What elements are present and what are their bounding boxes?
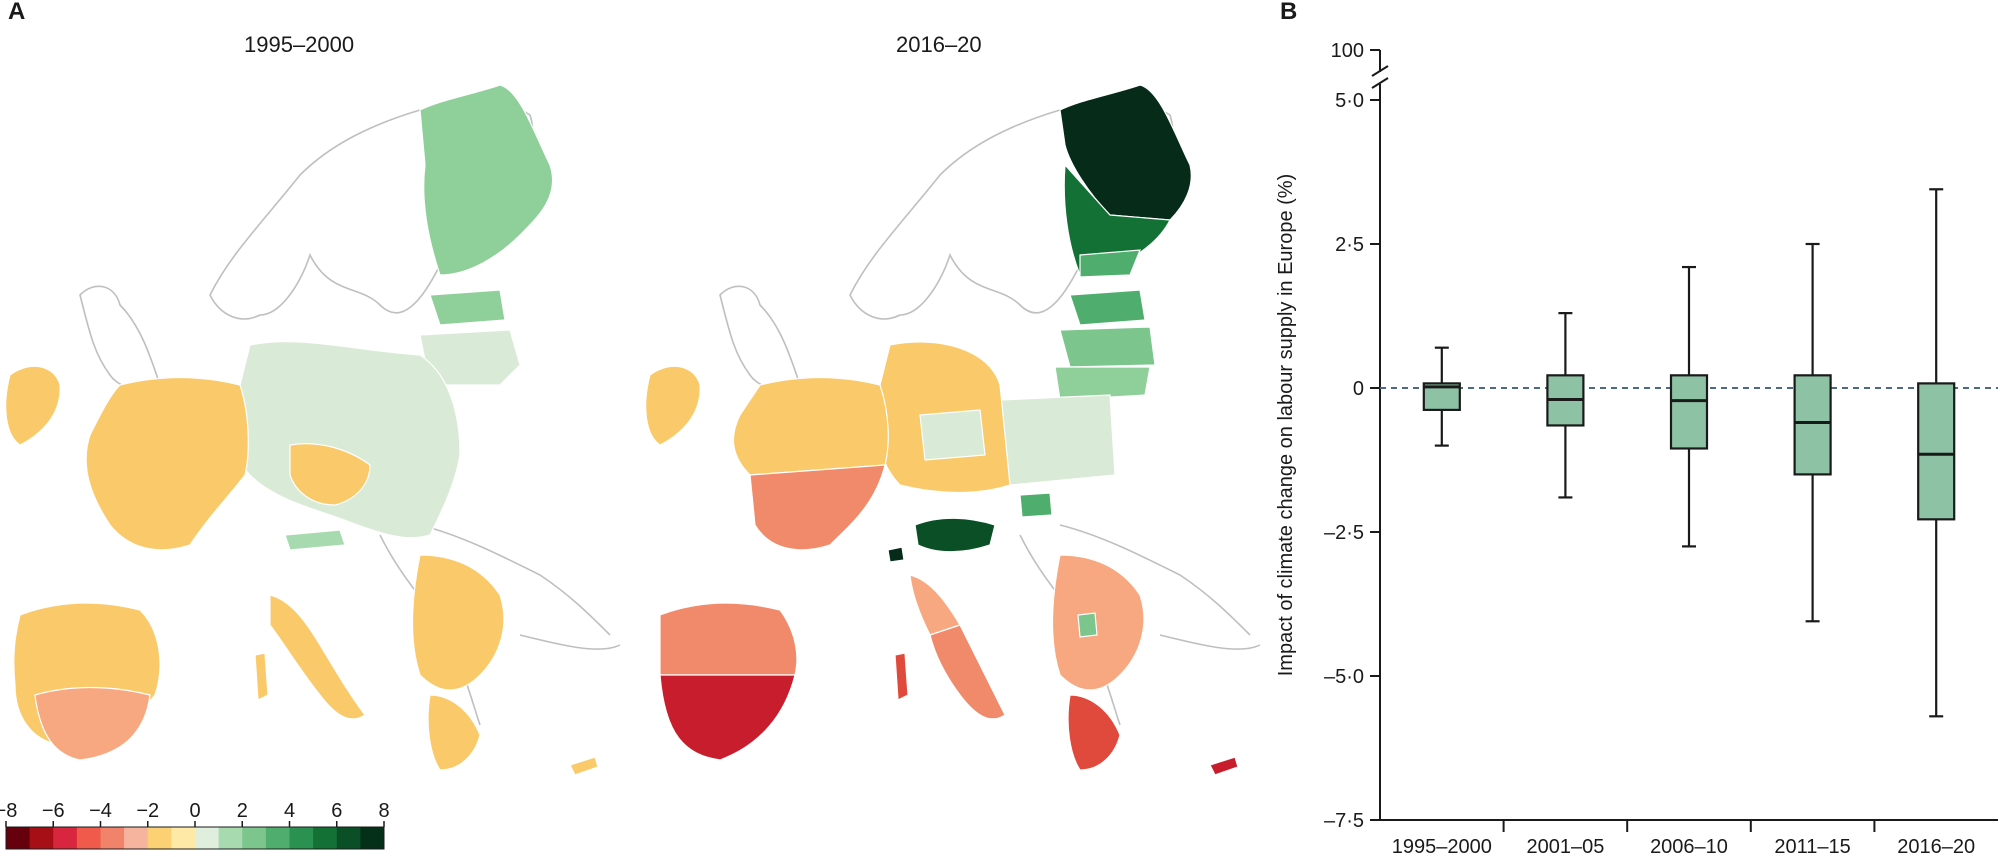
iberia-south-region xyxy=(659,674,796,761)
y-tick-label: –7·5 xyxy=(1324,810,1364,832)
finland-region xyxy=(419,84,554,276)
colorbar-tick-label: −8 xyxy=(0,800,17,822)
colorbar-swatch xyxy=(336,827,361,849)
balkans-green-region xyxy=(1077,612,1098,638)
y-tick-label: 2·5 xyxy=(1335,234,1364,256)
cyprus-region xyxy=(1209,756,1239,776)
poland-region xyxy=(999,394,1116,486)
finland-coast-region xyxy=(1079,249,1141,278)
box-iqr xyxy=(1917,382,1956,521)
colorbar-swatch xyxy=(218,827,243,849)
colorbar-swatch xyxy=(195,827,220,849)
greece-region xyxy=(427,694,481,771)
latvia-region xyxy=(1059,326,1156,368)
ireland-region xyxy=(645,365,701,446)
colorbar-swatch xyxy=(147,827,172,849)
x-tick-label: 2016–20 xyxy=(1897,836,1975,857)
finland-north-region xyxy=(1059,84,1192,221)
x-tick-label: 2006–10 xyxy=(1650,836,1728,857)
europe-map-1995-2000 xyxy=(5,84,620,776)
boxplot-chart: Impact of climate change on labour suppl… xyxy=(1275,40,1998,857)
x-tick-label: 2001–05 xyxy=(1526,836,1604,857)
colorbar-swatch xyxy=(76,827,101,849)
box-2011–15: 2011–15 xyxy=(1774,242,1851,857)
colorbar-swatch xyxy=(53,827,78,849)
y-tick-label: –2·5 xyxy=(1324,522,1364,544)
sardinia-region xyxy=(894,652,909,701)
iberia-north-region xyxy=(659,602,798,676)
south-iberia-region xyxy=(34,686,151,761)
x-tick-label: 1995–2000 xyxy=(1392,836,1492,857)
central-light-green-region xyxy=(919,409,986,461)
estonia-region xyxy=(429,289,506,326)
y-tick-label: –5·0 xyxy=(1324,666,1364,688)
lithuania-region xyxy=(1054,366,1151,401)
map-title-2016-20: 2016–20 xyxy=(896,32,982,57)
colorbar-swatch xyxy=(360,827,385,849)
y-tick-label: 5·0 xyxy=(1335,90,1364,112)
italy-north-region xyxy=(909,574,961,636)
austria-dark-green-region xyxy=(914,517,996,553)
panel-a-letter: A xyxy=(8,0,26,25)
box-1995–2000: 1995–2000 xyxy=(1392,346,1492,857)
colorbar-tick-label: −2 xyxy=(136,800,159,822)
balkans-region xyxy=(411,554,505,691)
uk-outline xyxy=(79,285,161,391)
colorbar-tick-label: 4 xyxy=(284,800,295,822)
axis-break-mark xyxy=(1371,77,1389,89)
y-tick-label: 100 xyxy=(1331,40,1364,62)
greece-region xyxy=(1067,694,1121,771)
italy-region xyxy=(269,594,366,720)
alps-region xyxy=(289,443,371,506)
austria-green-region xyxy=(284,529,346,551)
box-iqr xyxy=(1669,374,1709,450)
y-axis-label: Impact of climate change on labour suppl… xyxy=(1275,174,1297,677)
box-2001–05: 2001–05 xyxy=(1526,312,1604,857)
france-south-region xyxy=(749,464,886,551)
ireland-region xyxy=(5,365,61,446)
colorbar-swatch xyxy=(242,827,267,849)
balkans-region xyxy=(1051,554,1145,691)
central-europe-region xyxy=(232,341,461,539)
box-2006–10: 2006–10 xyxy=(1650,265,1728,857)
colorbar-tick-label: 6 xyxy=(331,800,342,822)
colorbar-swatch xyxy=(171,827,196,849)
colorbar-swatch xyxy=(289,827,314,849)
cyprus-region xyxy=(569,756,599,776)
colorbar-tick-label: −6 xyxy=(42,800,65,822)
sardinia-region xyxy=(254,652,269,701)
x-tick-label: 2011–15 xyxy=(1774,836,1850,857)
hungary-green-region xyxy=(1019,492,1053,518)
y-tick-label: 0 xyxy=(1353,378,1364,400)
colorbar-swatch xyxy=(100,827,125,849)
western-europe-region xyxy=(85,376,249,551)
europe-map-2016-20 xyxy=(645,84,1260,776)
colorbar-swatch xyxy=(124,827,149,849)
axis-break-mark xyxy=(1371,65,1389,77)
colorbar-legend: −8 −6 −4 −2 0 2 4 6 8 xyxy=(0,800,390,850)
france-north-region xyxy=(732,376,889,476)
colorbar-swatch xyxy=(265,827,290,849)
eastern-outline xyxy=(419,524,611,636)
box-2016–20: 2016–20 xyxy=(1897,188,1975,857)
colorbar-tick-label: −4 xyxy=(89,800,112,822)
box-iqr xyxy=(1793,374,1832,476)
map-title-1995-2000: 1995–2000 xyxy=(244,32,355,57)
eastern-outline xyxy=(1059,524,1251,636)
colorbar-swatch xyxy=(313,827,338,849)
colorbar-swatch xyxy=(29,827,54,849)
colorbar-tick-label: 8 xyxy=(378,800,389,822)
estonia-region xyxy=(1069,289,1146,326)
colorbar-swatch xyxy=(6,827,31,849)
uk-outline xyxy=(719,285,801,391)
panel-b-letter: B xyxy=(1280,0,1298,25)
swiss-dark-region xyxy=(887,546,905,563)
colorbar-tick-label: 0 xyxy=(189,800,200,822)
colorbar-tick-label: 2 xyxy=(237,800,248,822)
italy-south-region xyxy=(929,624,1006,720)
